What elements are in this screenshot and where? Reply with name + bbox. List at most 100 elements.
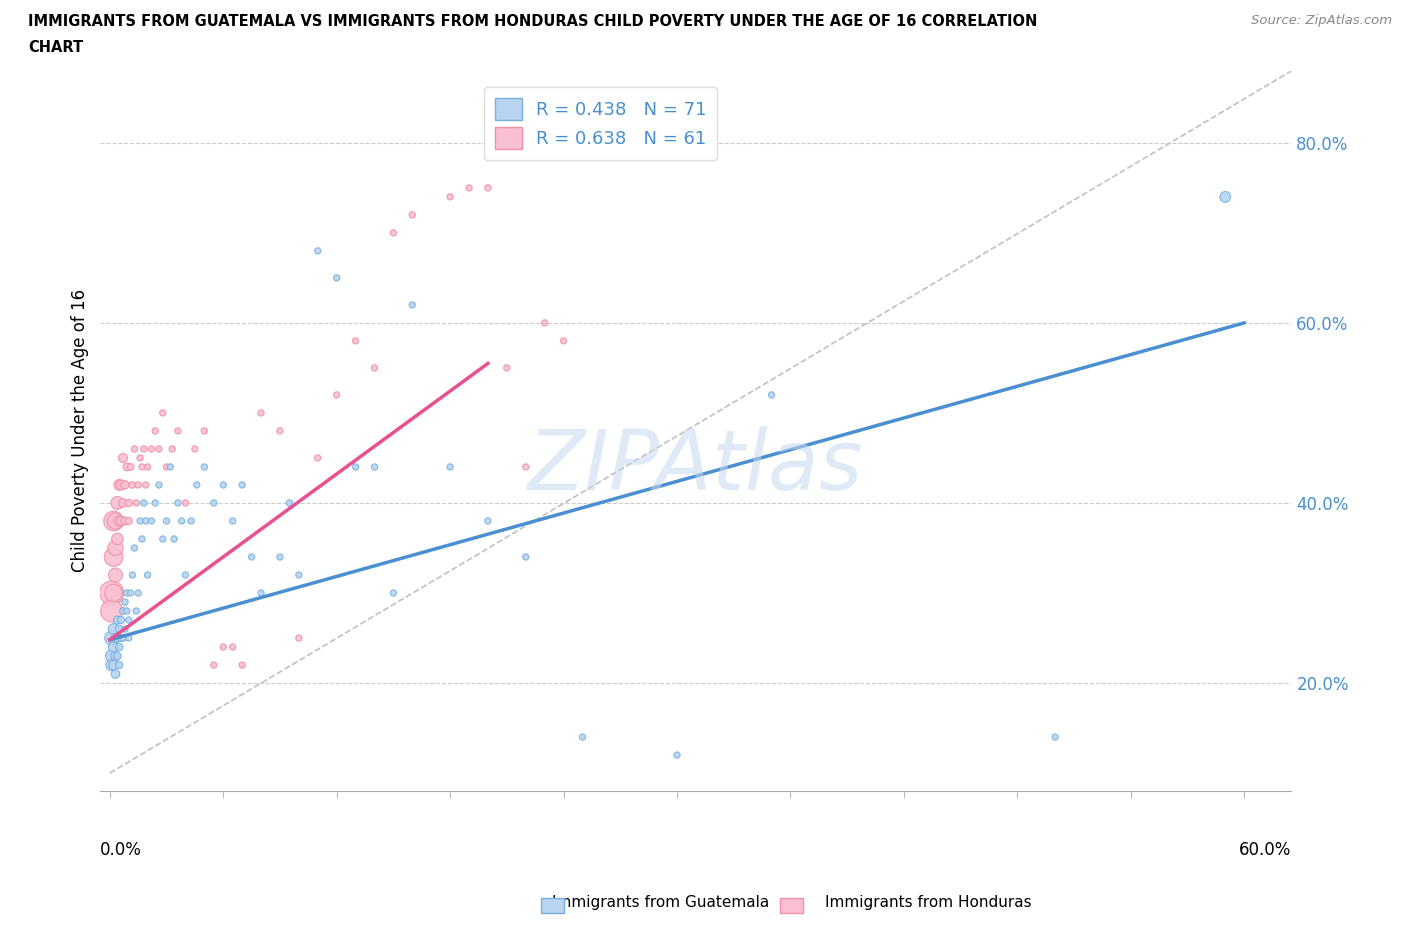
Point [269, 550, 291, 565]
Point [174, 567, 197, 582]
Point [1213, 190, 1236, 205]
Point [477, 180, 499, 195]
Point [222, 640, 245, 655]
Point [515, 459, 537, 474]
Point [180, 513, 202, 528]
Point [100, 604, 122, 618]
Point [108, 477, 131, 492]
Point [115, 459, 138, 474]
Point [120, 586, 142, 601]
Point [103, 550, 125, 565]
Point [170, 513, 193, 528]
Point [112, 450, 135, 465]
Point [110, 613, 132, 628]
Point [533, 315, 555, 330]
Point [143, 423, 166, 438]
Point [143, 496, 166, 511]
Point [401, 207, 423, 222]
Point [104, 513, 127, 528]
Point [666, 748, 689, 763]
Point [108, 621, 131, 636]
Point [160, 442, 183, 457]
Point [103, 658, 125, 672]
Point [108, 658, 131, 672]
Point [103, 621, 125, 636]
Point [344, 459, 367, 474]
Point [125, 496, 148, 511]
Point [136, 459, 159, 474]
Point [125, 604, 148, 618]
Point [231, 477, 253, 492]
Point [115, 604, 138, 618]
Point [155, 513, 177, 528]
Point [114, 513, 136, 528]
Point [105, 631, 128, 645]
Point [132, 496, 155, 511]
Point [307, 450, 329, 465]
Point [363, 459, 385, 474]
Point [118, 513, 141, 528]
Point [240, 550, 263, 565]
Point [167, 496, 190, 511]
Point [363, 361, 385, 376]
Point [118, 496, 141, 511]
Point [148, 477, 170, 492]
Point [250, 586, 273, 601]
Point [325, 388, 347, 403]
Point [112, 604, 135, 618]
Point [212, 477, 235, 492]
Point [193, 459, 215, 474]
Point [131, 459, 153, 474]
Point [193, 423, 215, 438]
Point [104, 540, 127, 555]
Point [250, 405, 273, 420]
Point [129, 513, 152, 528]
Point [141, 442, 163, 457]
Point [104, 567, 127, 582]
Point [103, 513, 125, 528]
Point [105, 648, 128, 663]
Point [288, 631, 311, 645]
Point [110, 477, 132, 492]
Point [152, 405, 174, 420]
Point [148, 442, 170, 457]
Point [278, 496, 301, 511]
Point [112, 631, 135, 645]
Point [135, 513, 157, 528]
Point [104, 648, 127, 663]
Text: 0.0%: 0.0% [100, 842, 142, 859]
Point [382, 586, 405, 601]
Point [108, 513, 131, 528]
Point [186, 477, 208, 492]
Point [121, 567, 143, 582]
Point [136, 567, 159, 582]
Point [344, 334, 367, 349]
Y-axis label: Child Poverty Under the Age of 16: Child Poverty Under the Age of 16 [72, 289, 89, 573]
Text: ZIPAtlas: ZIPAtlas [529, 427, 863, 508]
Point [325, 271, 347, 286]
Point [114, 621, 136, 636]
Point [127, 586, 149, 601]
Point [118, 613, 141, 628]
Point [761, 388, 783, 403]
Point [288, 567, 311, 582]
Point [571, 730, 593, 745]
Text: CHART: CHART [28, 40, 83, 55]
Point [104, 631, 127, 645]
Point [553, 334, 575, 349]
Point [104, 667, 127, 682]
Point [184, 442, 207, 457]
Point [131, 532, 153, 547]
Point [118, 631, 141, 645]
Point [174, 496, 197, 511]
Point [114, 477, 136, 492]
Point [439, 459, 461, 474]
Point [120, 459, 142, 474]
Point [110, 631, 132, 645]
Point [231, 658, 253, 672]
Point [105, 532, 128, 547]
Point [103, 586, 125, 601]
Point [100, 586, 122, 601]
Point [108, 640, 131, 655]
Point [163, 532, 186, 547]
